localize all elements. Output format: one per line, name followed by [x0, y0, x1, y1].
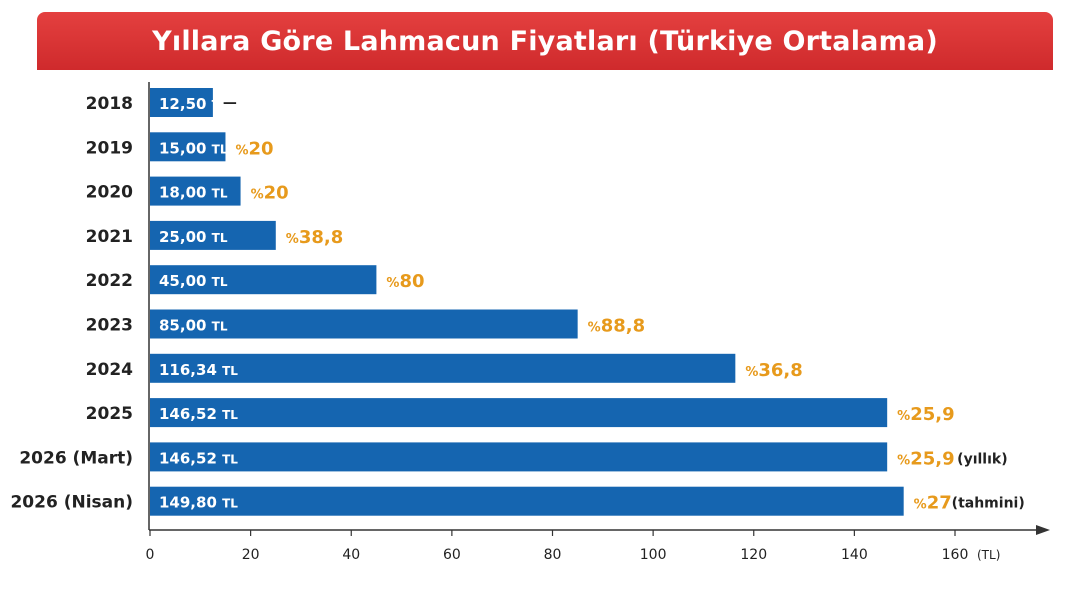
- change-value: 25,9: [910, 404, 954, 425]
- bar: [150, 486, 904, 516]
- bar-value-label: 146,52 TL: [159, 405, 238, 423]
- y-category-label: 2026 (Nisan): [10, 493, 133, 513]
- change-value: 27: [927, 493, 952, 514]
- bar-value-unit: TL: [222, 452, 238, 466]
- change-label: %27: [914, 493, 952, 514]
- x-tick-label: 60: [443, 547, 461, 563]
- bar-value-unit: TL: [222, 497, 238, 511]
- x-tick-label: 20: [242, 547, 260, 563]
- x-unit-label: (TL): [977, 548, 1000, 562]
- bar: [150, 132, 226, 162]
- bar-value-label: 25,00 TL: [159, 228, 228, 246]
- row-note: (yıllık): [957, 451, 1007, 467]
- percent-symbol: %: [745, 365, 758, 380]
- percent-symbol: %: [251, 188, 264, 203]
- percent-symbol: %: [386, 276, 399, 291]
- y-category-label: 2020: [86, 183, 133, 203]
- y-category-label: 2026 (Mart): [19, 448, 133, 468]
- percent-symbol: %: [588, 321, 601, 336]
- change-label: %25,9: [897, 404, 954, 425]
- bar-value-unit: TL: [212, 320, 228, 334]
- bar-value-label: 15,00 TL: [159, 139, 228, 157]
- y-category-label: 2025: [86, 404, 133, 424]
- x-tick-label: 160: [942, 547, 969, 563]
- bar-value-unit: TL: [222, 364, 238, 378]
- bar: [150, 176, 241, 206]
- y-category-label: 2021: [86, 227, 133, 247]
- y-category-label: 2019: [86, 138, 133, 158]
- change-value: 88,8: [601, 316, 645, 337]
- change-label: %20: [235, 138, 273, 159]
- bar: [150, 398, 888, 428]
- percent-symbol: %: [235, 143, 248, 158]
- change-label: %38,8: [286, 227, 343, 248]
- change-label: %80: [386, 271, 424, 292]
- bar-value-label: 18,00 TL: [159, 184, 228, 202]
- bar-value-label: 45,00 TL: [159, 272, 228, 290]
- y-category-label: 2023: [86, 316, 133, 336]
- bar: [150, 442, 888, 472]
- change-label: %25,9: [897, 448, 954, 469]
- change-label: %88,8: [588, 316, 645, 337]
- percent-symbol: %: [897, 409, 910, 424]
- bar-value-label: 146,52 TL: [159, 449, 238, 467]
- x-tick-label: 100: [640, 547, 667, 563]
- bar: [150, 309, 578, 339]
- y-category-label: 2022: [86, 271, 133, 291]
- change-value: 38,8: [299, 227, 343, 248]
- change-value: 36,8: [758, 360, 802, 381]
- bar: [150, 353, 736, 383]
- bar-value-label: 116,34 TL: [159, 361, 238, 379]
- change-label: %20: [251, 183, 289, 204]
- bar-value-unit: TL: [212, 142, 228, 156]
- bar: [150, 220, 276, 250]
- bar-value-unit: TL: [212, 187, 228, 201]
- x-tick-label: 80: [544, 547, 562, 563]
- row-note: (tahmini): [952, 496, 1025, 512]
- chart-title-banner: Yıllara Göre Lahmacun Fiyatları (Türkiye…: [37, 12, 1053, 70]
- bar-value-label: 149,80 TL: [159, 494, 238, 512]
- change-value: 80: [399, 271, 424, 292]
- x-tick-label: 0: [146, 547, 155, 563]
- bar-value-label: 12,50 TL: [159, 95, 228, 113]
- chart-title: Yıllara Göre Lahmacun Fiyatları (Türkiye…: [152, 25, 938, 57]
- x-tick-label: 140: [841, 547, 868, 563]
- percent-symbol: %: [897, 453, 910, 468]
- change-label: %36,8: [745, 360, 802, 381]
- x-tick-label: 120: [740, 547, 767, 563]
- bar-value-unit: TL: [222, 408, 238, 422]
- bar-value-label: 85,00 TL: [159, 317, 228, 335]
- percent-symbol: %: [914, 498, 927, 513]
- y-category-label: 2024: [86, 360, 133, 380]
- change-value: 20: [264, 183, 289, 204]
- y-category-label: 2018: [86, 94, 133, 114]
- bar: [150, 265, 377, 295]
- change-value: 20: [249, 138, 274, 159]
- bar-value-unit: TL: [212, 275, 228, 289]
- x-axis-arrow: [1036, 525, 1050, 535]
- bar-value-unit: TL: [212, 98, 228, 112]
- change-label: —: [223, 95, 237, 111]
- percent-symbol: %: [286, 232, 299, 247]
- bar-value-unit: TL: [212, 231, 228, 245]
- x-tick-label: 40: [342, 547, 360, 563]
- bar: [150, 88, 213, 117]
- change-value: 25,9: [910, 448, 954, 469]
